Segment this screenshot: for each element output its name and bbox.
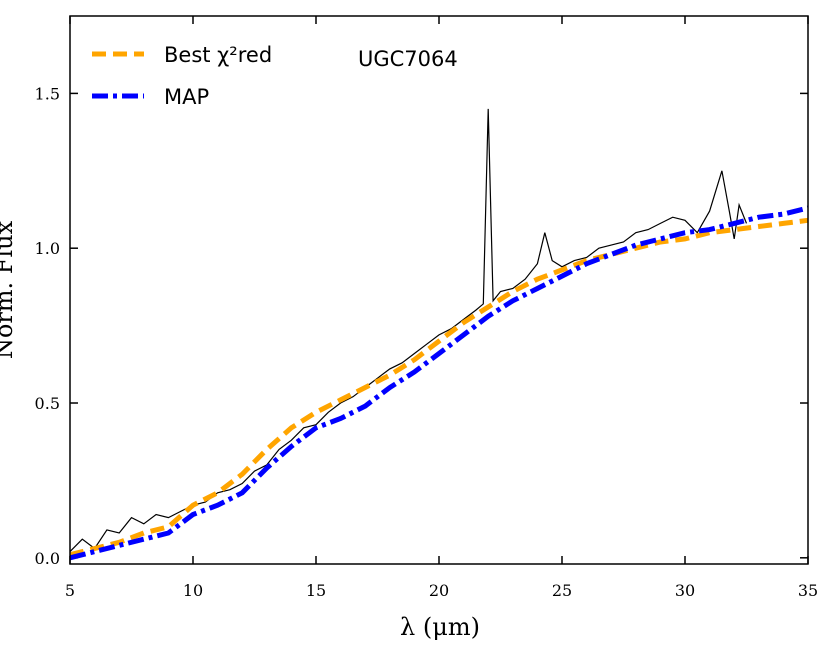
annotation: UGC7064 (358, 47, 458, 71)
observed-spectrum (69, 108, 748, 553)
x-tick-label: 10 (183, 581, 203, 600)
y-tick-label: 0.5 (35, 394, 60, 413)
x-tick-label: 30 (675, 581, 695, 600)
y-axis-label: Norm. Flux (0, 220, 18, 359)
x-tick-label: 15 (306, 581, 326, 600)
model-line (69, 205, 809, 561)
model-line (69, 217, 809, 558)
x-tick-label: 35 (798, 581, 818, 600)
x-tick-label: 5 (65, 581, 75, 600)
plot-frame (69, 15, 809, 565)
x-tick-label: 20 (429, 581, 449, 600)
legend-label: Best χ²red (164, 43, 272, 67)
legend-label: MAP (164, 85, 209, 109)
x-axis-label: λ (μm) (400, 613, 480, 641)
x-tick-label: 25 (552, 581, 572, 600)
y-tick-label: 0.0 (35, 549, 60, 568)
y-tick-label: 1.0 (35, 239, 60, 258)
y-tick-label: 1.5 (35, 84, 60, 103)
